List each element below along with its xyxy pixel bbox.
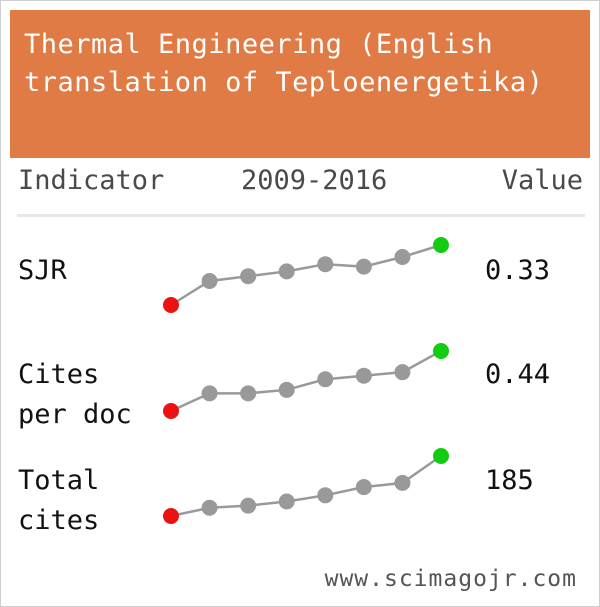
sparkline-point <box>394 364 411 381</box>
header-period: 2009-2016 <box>241 165 388 196</box>
sparkline-point <box>433 448 449 464</box>
sparkline-point <box>163 297 179 313</box>
sparkline-point <box>163 403 179 419</box>
header-indicator: Indicator <box>18 165 165 196</box>
row-label-total-cites: Total cites <box>18 461 99 541</box>
row-label-cites-per-doc: Cites per doc <box>18 355 132 435</box>
sparkline-total-cites <box>163 448 449 524</box>
sparkline-point <box>317 371 334 388</box>
sparkline-point <box>201 499 218 516</box>
row-label-total-cites-line1: Total <box>18 465 100 496</box>
journal-title-box[interactable]: Thermal Engineering (English translation… <box>10 10 590 158</box>
sparkline-point <box>278 381 295 398</box>
row-value-cites-per-doc: 0.44 <box>485 359 551 390</box>
sparkline-point <box>240 385 257 402</box>
sparkline-point <box>433 237 449 253</box>
row-label-sjr: SJR <box>18 251 67 291</box>
sparkline-point <box>355 479 372 496</box>
sparkline-point <box>355 367 372 384</box>
sparkline-point <box>394 474 411 491</box>
sparkline-point <box>317 487 334 504</box>
sparkline-point <box>278 263 295 280</box>
row-label-cites-per-doc-line1: Cites <box>18 359 100 390</box>
sparkline-line <box>170 349 442 413</box>
row-value-total-cites: 185 <box>485 465 534 496</box>
sparkline-point <box>201 385 218 402</box>
row-label-cites-per-doc-line2: per doc <box>18 399 132 430</box>
sparkline-point <box>278 493 295 510</box>
sparkline-point <box>433 343 449 359</box>
sparkline-point <box>394 249 411 265</box>
row-label-sjr-line1: SJR <box>18 255 67 286</box>
row-label-total-cites-line2: cites <box>18 505 100 536</box>
journal-title[interactable]: Thermal Engineering (English translation… <box>24 29 544 98</box>
sparkline-point <box>240 497 257 514</box>
sparkline-point <box>317 256 334 273</box>
sparkline-sjr <box>163 237 449 313</box>
sparkline-point <box>163 508 179 524</box>
sparkline-point <box>201 273 218 289</box>
header-value: Value <box>501 165 583 196</box>
sparkline-point <box>240 268 257 285</box>
row-value-sjr: 0.33 <box>485 255 551 286</box>
sparkline-point <box>355 258 372 275</box>
sparkline-cites-per-doc <box>163 343 449 419</box>
header-divider <box>17 214 585 217</box>
footer-link[interactable]: www.scimagojr.com <box>324 566 577 592</box>
